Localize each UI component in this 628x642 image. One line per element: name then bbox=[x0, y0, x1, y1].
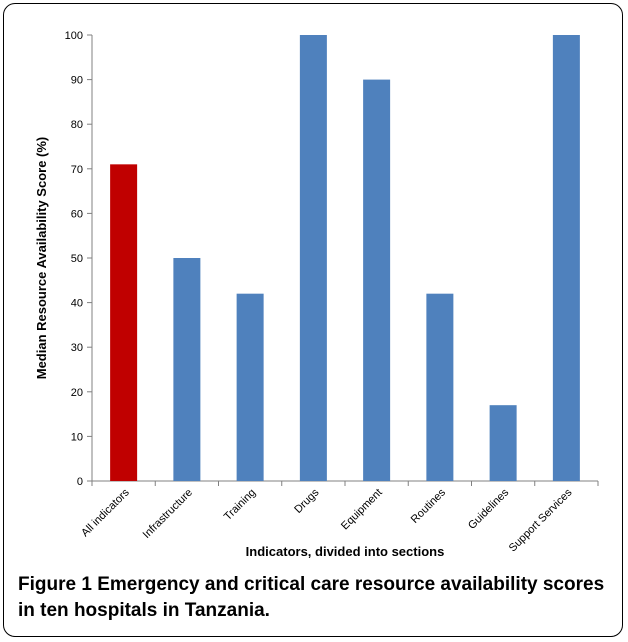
caption-text: Emergency and critical care resource ava… bbox=[18, 574, 605, 621]
x-tick-label: All indicators bbox=[79, 486, 132, 539]
y-tick-label: 30 bbox=[71, 342, 83, 354]
y-tick-label: 100 bbox=[65, 30, 83, 42]
x-tick-label: Training bbox=[222, 487, 258, 523]
x-axis-label: Indicators, divided into sections bbox=[246, 544, 445, 559]
y-tick-label: 90 bbox=[71, 75, 83, 87]
bar-training bbox=[236, 293, 264, 481]
y-tick-label: 80 bbox=[71, 119, 83, 131]
bars bbox=[110, 35, 580, 481]
y-axis: 0 10 20 30 40 50 60 70 80 90 100 bbox=[65, 30, 93, 488]
x-tick-label: Support Services bbox=[507, 486, 575, 554]
x-tick-label: Routines bbox=[409, 486, 449, 526]
y-tick-label: 0 bbox=[77, 476, 83, 488]
y-tick-label: 60 bbox=[71, 208, 83, 220]
bar-routines bbox=[426, 293, 454, 481]
y-tick-label: 20 bbox=[71, 387, 83, 399]
x-axis bbox=[91, 480, 599, 486]
y-axis-label: Median Resource Availability Score (%) bbox=[34, 137, 49, 380]
y-tick-label: 50 bbox=[71, 253, 83, 265]
y-tick-label: 40 bbox=[71, 298, 83, 310]
bar-all-indicators bbox=[110, 164, 138, 481]
y-tick-label: 10 bbox=[71, 431, 83, 443]
bar-support-services bbox=[552, 35, 580, 481]
bar-guidelines bbox=[489, 405, 517, 481]
caption-label: Figure 1 bbox=[18, 574, 92, 595]
bar-drugs bbox=[299, 35, 327, 481]
bar-equipment bbox=[363, 79, 391, 481]
bar-chart: 0 10 20 30 40 50 60 70 80 90 100 All indicators Inf… bbox=[34, 30, 599, 559]
y-tick-label: 70 bbox=[71, 164, 83, 176]
x-tick-label: Guidelines bbox=[466, 486, 512, 532]
x-tick-label: Drugs bbox=[292, 486, 322, 516]
x-tick-label: Infrastructure bbox=[141, 487, 195, 541]
figure-caption: Figure 1 Emergency and critical care res… bbox=[18, 572, 608, 624]
bar-infrastructure bbox=[173, 258, 201, 481]
x-tick-label: Equipment bbox=[339, 487, 385, 533]
